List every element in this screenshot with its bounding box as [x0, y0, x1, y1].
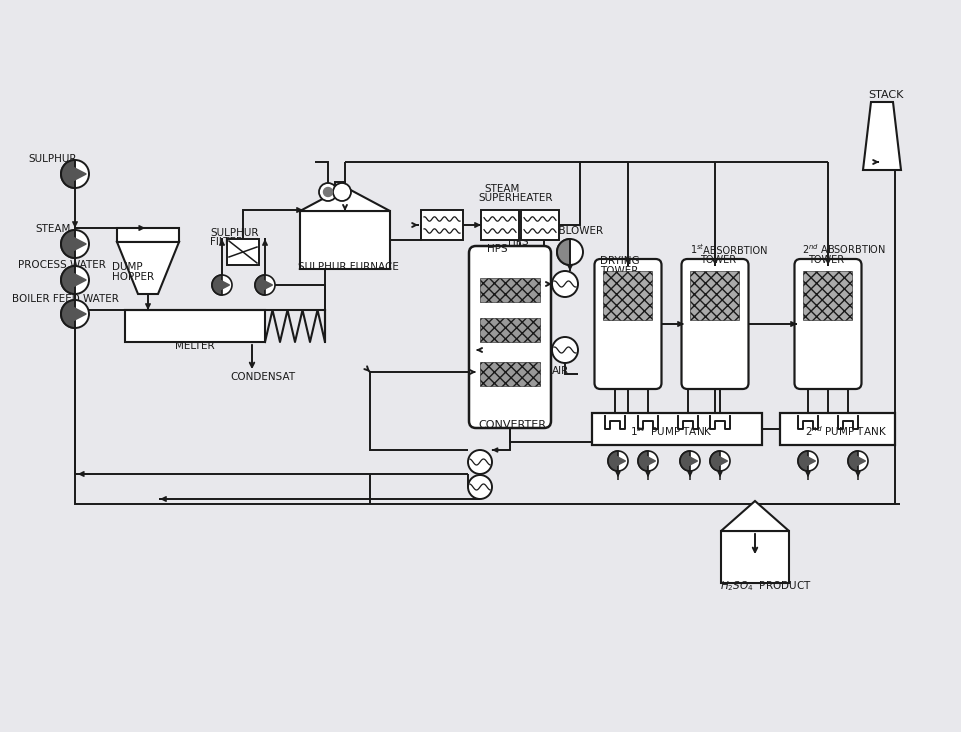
Wedge shape	[255, 275, 264, 295]
Wedge shape	[798, 451, 807, 471]
Circle shape	[552, 271, 578, 297]
Circle shape	[552, 337, 578, 363]
Text: HOPPER: HOPPER	[111, 272, 154, 282]
Bar	[125, 310, 264, 342]
Polygon shape	[117, 242, 179, 294]
Bar	[591, 413, 761, 445]
Wedge shape	[61, 230, 75, 258]
Text: SUPERHEATER: SUPERHEATER	[478, 193, 552, 203]
Circle shape	[323, 187, 333, 196]
Circle shape	[467, 450, 491, 474]
Bar	[603, 271, 652, 321]
Bar	[227, 239, 259, 265]
Circle shape	[556, 239, 582, 265]
Polygon shape	[259, 278, 272, 291]
Text: PROCESS WATER: PROCESS WATER	[18, 260, 106, 270]
Text: AIR BLOWER: AIR BLOWER	[537, 226, 603, 236]
Polygon shape	[642, 455, 654, 468]
Circle shape	[333, 183, 351, 201]
Wedge shape	[637, 451, 648, 471]
Polygon shape	[714, 455, 727, 468]
Text: STEAM: STEAM	[483, 184, 519, 194]
Text: BOILER FEED WATER: BOILER FEED WATER	[12, 294, 119, 304]
Circle shape	[211, 275, 232, 295]
Text: $H_2SO_4$  PRODUCT: $H_2SO_4$ PRODUCT	[719, 579, 811, 593]
Circle shape	[467, 475, 491, 499]
Circle shape	[798, 451, 817, 471]
Circle shape	[709, 451, 729, 471]
Polygon shape	[684, 455, 697, 468]
Text: TOWER: TOWER	[600, 266, 638, 276]
Bar	[779, 413, 894, 445]
Text: WHB: WHB	[425, 232, 450, 242]
Bar	[300, 211, 389, 269]
Circle shape	[61, 300, 89, 328]
Text: MELTER: MELTER	[175, 341, 214, 351]
Bar	[720, 531, 788, 583]
Bar	[421, 210, 462, 240]
Bar	[480, 362, 539, 386]
Text: 2$^{nd}$ ABSORBTION: 2$^{nd}$ ABSORBTION	[801, 242, 885, 256]
Text: 2$^{nd}$ PUMP TANK: 2$^{nd}$ PUMP TANK	[804, 425, 886, 438]
Polygon shape	[720, 501, 788, 531]
Polygon shape	[852, 455, 865, 468]
FancyBboxPatch shape	[594, 259, 661, 389]
Wedge shape	[679, 451, 689, 471]
Bar	[117, 228, 179, 242]
Text: HPS: HPS	[486, 244, 507, 254]
Polygon shape	[67, 234, 86, 254]
Circle shape	[61, 266, 89, 294]
Wedge shape	[61, 300, 75, 328]
Text: DUMP: DUMP	[111, 262, 142, 272]
Circle shape	[61, 160, 89, 188]
Circle shape	[61, 230, 89, 258]
Bar	[802, 271, 851, 321]
FancyBboxPatch shape	[794, 259, 861, 389]
Circle shape	[679, 451, 700, 471]
Polygon shape	[802, 455, 815, 468]
Circle shape	[607, 451, 628, 471]
Polygon shape	[67, 164, 86, 184]
Text: TOWER: TOWER	[700, 255, 735, 265]
Bar	[690, 271, 739, 321]
Bar	[480, 210, 519, 240]
Circle shape	[255, 275, 275, 295]
Bar	[480, 278, 539, 302]
Text: SULPHUR FURNACE: SULPHUR FURNACE	[298, 262, 399, 272]
Wedge shape	[61, 266, 75, 294]
Wedge shape	[847, 451, 857, 471]
Text: CONDENSAT: CONDENSAT	[230, 372, 295, 382]
Text: STEAM: STEAM	[35, 224, 70, 234]
Polygon shape	[862, 102, 900, 170]
Wedge shape	[607, 451, 617, 471]
Text: ABSORBTION: ABSORBTION	[700, 246, 767, 256]
Polygon shape	[67, 305, 86, 324]
Text: SULPHUR: SULPHUR	[28, 154, 77, 164]
Text: CONVERTER: CONVERTER	[478, 420, 546, 430]
Text: DRYING: DRYING	[600, 256, 639, 266]
Text: HPS: HPS	[507, 237, 529, 247]
Wedge shape	[61, 160, 75, 188]
Polygon shape	[217, 278, 230, 291]
Polygon shape	[612, 455, 625, 468]
Polygon shape	[300, 187, 389, 211]
Text: AIR: AIR	[552, 366, 569, 376]
Bar	[521, 210, 558, 240]
FancyBboxPatch shape	[680, 259, 748, 389]
Text: 1$^{st}$  PUMP TANK: 1$^{st}$ PUMP TANK	[629, 425, 712, 438]
FancyBboxPatch shape	[469, 246, 551, 428]
Text: SULPHUR: SULPHUR	[209, 228, 259, 238]
Bar	[480, 318, 539, 343]
Circle shape	[637, 451, 657, 471]
Text: TOWER: TOWER	[807, 255, 843, 265]
Circle shape	[847, 451, 867, 471]
Circle shape	[319, 183, 336, 201]
Wedge shape	[556, 239, 570, 265]
Text: STACK: STACK	[867, 90, 902, 100]
Wedge shape	[709, 451, 719, 471]
Wedge shape	[211, 275, 222, 295]
Polygon shape	[67, 270, 86, 290]
Text: FILTER: FILTER	[209, 237, 243, 247]
Text: 1$^{st}$: 1$^{st}$	[689, 242, 704, 256]
